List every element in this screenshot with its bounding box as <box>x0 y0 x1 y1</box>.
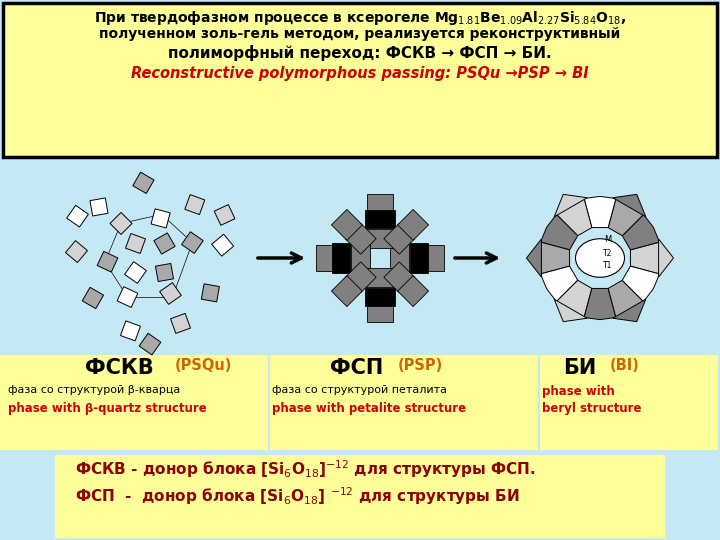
Polygon shape <box>539 242 570 274</box>
Text: ФСКВ - донор блока [Si$_6$O$_{18}$]$^{-12}$ для структуры ФСП.: ФСКВ - донор блока [Si$_6$O$_{18}$]$^{-1… <box>75 458 536 480</box>
Bar <box>171 313 191 333</box>
Polygon shape <box>366 306 393 322</box>
Bar <box>125 262 146 284</box>
Bar <box>151 209 170 228</box>
Text: ФСП  -  донор блока [Si$_6$O$_{18}$] $^{-12}$ для структуры БИ: ФСП - донор блока [Si$_6$O$_{18}$] $^{-1… <box>75 485 520 507</box>
Polygon shape <box>541 214 577 250</box>
Polygon shape <box>346 262 376 293</box>
Text: phase with β-quartz structure: phase with β-quartz structure <box>8 402 207 415</box>
Polygon shape <box>397 275 428 307</box>
Text: M: M <box>604 235 611 245</box>
Text: При твердофазном процессе в ксерогеле Mg$_{1.81}$Be$_{1.09}$Al$_{2.27}$Si$_{5.84: При твердофазном процессе в ксерогеле Mg… <box>94 9 626 27</box>
Bar <box>160 282 181 305</box>
Polygon shape <box>622 214 660 250</box>
Text: ФСКВ: ФСКВ <box>85 358 154 378</box>
Polygon shape <box>557 280 592 318</box>
Bar <box>82 287 104 309</box>
Bar <box>212 234 234 256</box>
Polygon shape <box>554 194 588 217</box>
Polygon shape <box>331 275 362 307</box>
Text: phase with: phase with <box>542 385 615 398</box>
Polygon shape <box>584 288 616 320</box>
Polygon shape <box>526 239 541 277</box>
Bar <box>202 284 220 302</box>
Polygon shape <box>364 229 396 248</box>
Text: (BI): (BI) <box>610 358 640 373</box>
Polygon shape <box>384 223 415 254</box>
Polygon shape <box>428 245 444 272</box>
Polygon shape <box>613 194 646 217</box>
Text: (PSP): (PSP) <box>398 358 444 373</box>
Polygon shape <box>397 210 428 240</box>
Bar <box>3 3 717 157</box>
Ellipse shape <box>575 239 624 277</box>
Polygon shape <box>608 280 644 318</box>
Bar <box>117 287 138 307</box>
Bar <box>97 251 118 272</box>
Bar <box>55 455 665 538</box>
Polygon shape <box>613 299 646 322</box>
Text: ФСП: ФСП <box>330 358 383 378</box>
Text: Reconstructive polymorphous passing: PSQu →PSP → BI: Reconstructive polymorphous passing: PSQ… <box>131 66 589 81</box>
Text: фаза со структурой β-кварца: фаза со структурой β-кварца <box>8 385 180 395</box>
Bar <box>66 241 87 262</box>
Bar <box>0 355 268 450</box>
Polygon shape <box>631 242 662 274</box>
Bar <box>154 233 175 254</box>
Bar <box>120 321 140 341</box>
Text: БИ: БИ <box>563 358 596 378</box>
Polygon shape <box>316 245 332 272</box>
Text: полиморфный переход: ФСКВ → ФСП → БИ.: полиморфный переход: ФСКВ → ФСП → БИ. <box>168 45 552 61</box>
Polygon shape <box>351 242 370 274</box>
Bar <box>156 264 174 281</box>
Polygon shape <box>366 288 395 306</box>
Polygon shape <box>366 210 395 228</box>
Polygon shape <box>364 268 396 287</box>
Bar <box>215 205 235 225</box>
Polygon shape <box>390 242 409 274</box>
Bar <box>67 205 89 227</box>
Polygon shape <box>554 299 588 322</box>
Text: полученном золь-гель методом, реализуется реконструктивный: полученном золь-гель методом, реализуетс… <box>99 27 621 41</box>
Polygon shape <box>346 223 376 254</box>
Polygon shape <box>608 199 644 236</box>
Text: T1: T1 <box>603 261 613 271</box>
Polygon shape <box>410 244 428 273</box>
Bar <box>139 333 161 355</box>
Polygon shape <box>331 210 362 240</box>
Text: T2: T2 <box>603 249 613 259</box>
Polygon shape <box>557 199 592 236</box>
Text: phase with petalite structure: phase with petalite structure <box>272 402 466 415</box>
Bar <box>181 232 203 253</box>
Text: фаза со структурой петалита: фаза со структурой петалита <box>272 385 447 395</box>
Polygon shape <box>366 194 393 210</box>
Polygon shape <box>659 239 673 277</box>
Bar <box>270 355 538 450</box>
Bar <box>540 355 718 450</box>
Polygon shape <box>584 197 616 227</box>
Bar <box>125 233 145 253</box>
Bar <box>110 212 132 234</box>
Polygon shape <box>622 266 660 301</box>
Text: (PSQu): (PSQu) <box>175 358 233 373</box>
Bar <box>132 172 154 193</box>
Polygon shape <box>384 262 415 293</box>
Text: beryl structure: beryl structure <box>542 402 642 415</box>
Bar <box>185 194 204 214</box>
Bar <box>90 198 108 216</box>
Polygon shape <box>332 244 350 273</box>
Polygon shape <box>541 266 577 301</box>
